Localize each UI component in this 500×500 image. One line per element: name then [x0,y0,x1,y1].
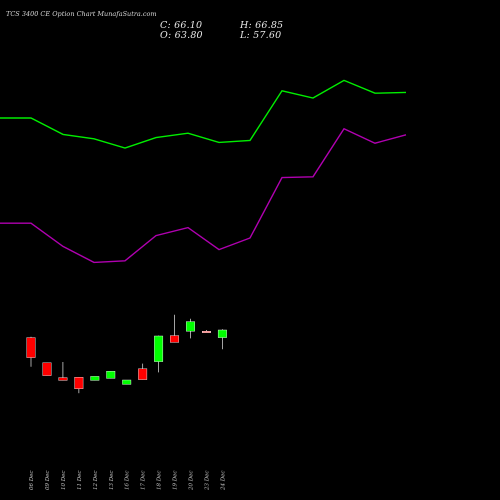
candle-18-dec [154,335,164,373]
x-tick-label: 06 Dec [29,471,35,491]
x-tick-label: 11 Dec [77,471,83,491]
close-value: C: 66.10 [160,20,203,31]
candle-body [26,337,36,358]
candle-body [90,376,100,381]
candle-body [217,329,227,338]
candle-20-dec [186,318,195,339]
x-tick-label: 23 Dec [204,471,210,492]
candle-body [122,379,132,385]
low-value: L: 57.60 [240,30,282,41]
x-tick-label: 12 Dec [93,471,99,491]
x-tick-label: 24 Dec [220,471,226,492]
lower-band-line [0,127,407,264]
candle-body [106,371,116,379]
x-tick-label: 09 Dec [45,471,51,491]
upper-band-line [0,79,407,149]
candle-body [138,368,148,380]
candle-24-dec [217,329,227,350]
high-value: H: 66.85 [240,20,284,31]
bollinger-bands [0,79,407,264]
x-tick-label: 17 Dec [141,471,147,491]
x-tick-label: 18 Dec [157,471,163,491]
candle-19-dec [170,314,180,343]
candle-body [186,321,195,332]
candle-09-dec [42,362,52,376]
candle-body [74,377,84,390]
candle-23-dec [201,330,211,333]
candle-11-dec [74,377,84,394]
candle-12-dec [90,376,100,381]
candle-16-dec [122,379,132,385]
candle-06-dec [26,336,36,367]
x-tick-label: 13 Dec [109,471,115,491]
candle-10-dec [58,362,68,381]
candles [26,314,227,394]
x-tick-label: 19 Dec [173,471,179,491]
candle-body [201,331,211,333]
candle-17-dec [138,363,148,380]
x-tick-label: 20 Dec [189,471,195,492]
open-value: O: 63.80 [160,30,203,41]
candle-13-dec [106,371,116,379]
candle-body [170,335,180,343]
candle-body [58,377,68,381]
x-axis-labels: 06 Dec 09 Dec 10 Dec 11 Dec 12 Dec 13 Dec 16 D… [29,471,226,492]
chart-title: TCS 3400 CE Option Chart MunafaSutra.com [6,10,157,18]
x-tick-label: 10 Dec [61,471,67,491]
candle-body [154,335,164,362]
candle-body [42,362,52,376]
x-tick-label: 16 Dec [125,471,131,491]
